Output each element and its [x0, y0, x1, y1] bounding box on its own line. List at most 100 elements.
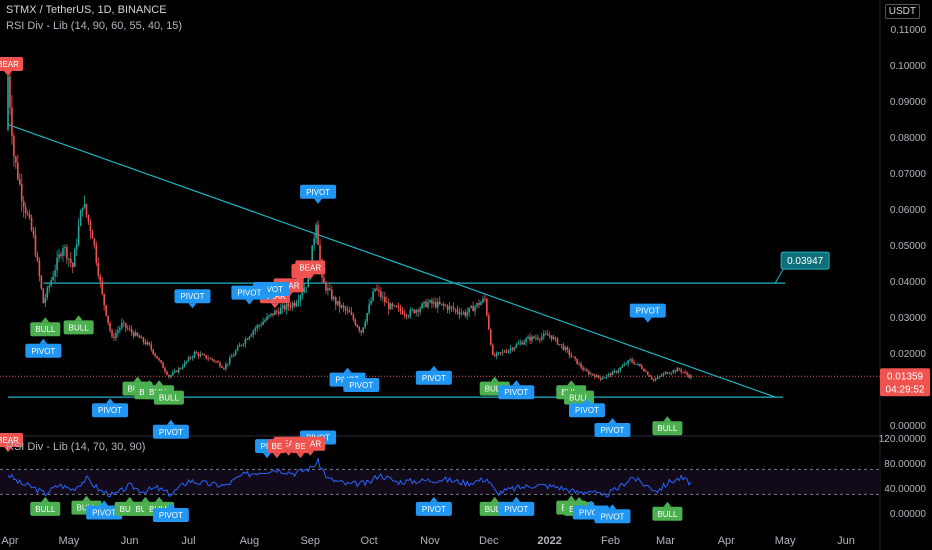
signal-label-box: [594, 423, 631, 437]
signal-label-pointer: [266, 296, 275, 301]
candle-body: [174, 370, 176, 373]
currency-badge[interactable]: USDT: [884, 4, 920, 19]
candle-body: [195, 352, 198, 354]
candle-body: [438, 301, 441, 304]
candle-body: [260, 324, 262, 326]
candle-body: [603, 377, 606, 379]
candle-body: [564, 347, 567, 350]
candle-body: [478, 303, 480, 306]
candle-body: [568, 349, 571, 355]
candle-body: [83, 204, 86, 208]
signal-label-pointer: [357, 373, 366, 378]
candle-body: [372, 291, 374, 301]
candle-body: [297, 300, 300, 303]
candle-body: [684, 372, 686, 374]
candle-body: [177, 368, 180, 372]
candle-body: [356, 324, 359, 328]
signal-label-box: [594, 509, 631, 524]
signal-label-pointer: [343, 367, 352, 373]
candle-body: [215, 361, 217, 362]
signal-label-pointer: [429, 365, 438, 371]
candle-body: [48, 285, 51, 288]
candle-body: [22, 201, 25, 208]
candle-body: [205, 355, 208, 359]
candle-body: [109, 322, 111, 331]
candle-body: [525, 338, 527, 343]
candle-body: [18, 178, 21, 185]
candle-body: [225, 364, 227, 370]
candle-body: [629, 359, 631, 361]
price-tick-label: 0.00000: [890, 421, 927, 432]
candle-body: [491, 344, 494, 355]
candle-body: [289, 306, 292, 308]
candle-body: [287, 303, 290, 307]
resistance-callout-text: 0.03947: [787, 256, 824, 267]
signal-label-text: PIVOT: [422, 505, 446, 514]
signal-label-pointer: [608, 504, 617, 510]
candle-body: [331, 289, 333, 300]
candle-body: [201, 354, 204, 356]
candle-body: [688, 374, 690, 378]
candle-body: [213, 359, 215, 362]
candle-body: [303, 288, 306, 293]
signal-label-box: [343, 378, 380, 392]
signal-label-pivot: PIVOT: [25, 338, 62, 358]
candle-body: [230, 356, 233, 358]
candle-body: [217, 361, 219, 363]
candle-body: [266, 316, 268, 321]
candle-body: [344, 307, 347, 311]
candle-body: [541, 336, 543, 340]
candle-body: [332, 297, 335, 300]
signal-label-pivot: PIVOT: [629, 303, 666, 323]
candle-body: [376, 288, 378, 290]
candle-body: [572, 356, 575, 358]
signal-label-bear: BEAR: [0, 432, 23, 452]
price-tick-label: 0.07000: [890, 169, 927, 180]
signal-label-pointer: [314, 198, 323, 204]
candle-body: [442, 303, 445, 306]
candle-body: [582, 367, 584, 370]
candle-body: [674, 370, 677, 372]
signal-label-box: [300, 184, 337, 199]
candle-body: [391, 303, 394, 306]
signal-label-text: PIVOT: [504, 388, 528, 397]
time-tick-label: Nov: [420, 535, 440, 547]
candle-body: [278, 311, 280, 314]
candle-body: [146, 342, 149, 345]
candle-body: [175, 370, 178, 372]
candle-body: [329, 288, 331, 290]
signal-label-text: BULL: [657, 510, 678, 519]
signal-label-bear: BEAR: [0, 57, 23, 76]
signal-label-pointer: [41, 496, 50, 502]
candle-body: [495, 352, 498, 357]
candle-body: [240, 344, 243, 346]
candle-body: [291, 303, 294, 308]
candle-body: [264, 320, 266, 322]
candle-body: [293, 303, 296, 306]
signal-label-box: [63, 320, 94, 335]
candle-body: [270, 313, 272, 316]
candle-body: [272, 313, 274, 316]
candle-body: [342, 305, 345, 308]
signal-label-box: [152, 508, 189, 523]
candle-body: [307, 278, 310, 288]
price-tick-label: 0.06000: [890, 205, 927, 216]
candle-body: [71, 262, 74, 268]
candle-body: [662, 373, 665, 376]
candle-body: [419, 308, 421, 312]
signal-label-box: [0, 432, 23, 447]
candle-body: [613, 370, 616, 372]
signal-label-pointer: [4, 446, 12, 452]
candle-body: [639, 364, 641, 367]
candle-body: [554, 337, 557, 339]
candle-body: [126, 327, 129, 329]
candle-body: [435, 302, 437, 308]
candle-body: [30, 217, 33, 231]
candle-body: [17, 162, 19, 179]
signal-label-text: BEAR: [299, 263, 321, 272]
candle-body: [611, 371, 614, 376]
candle-body: [209, 358, 211, 360]
candle-body: [378, 289, 380, 292]
candle-body: [470, 305, 472, 308]
